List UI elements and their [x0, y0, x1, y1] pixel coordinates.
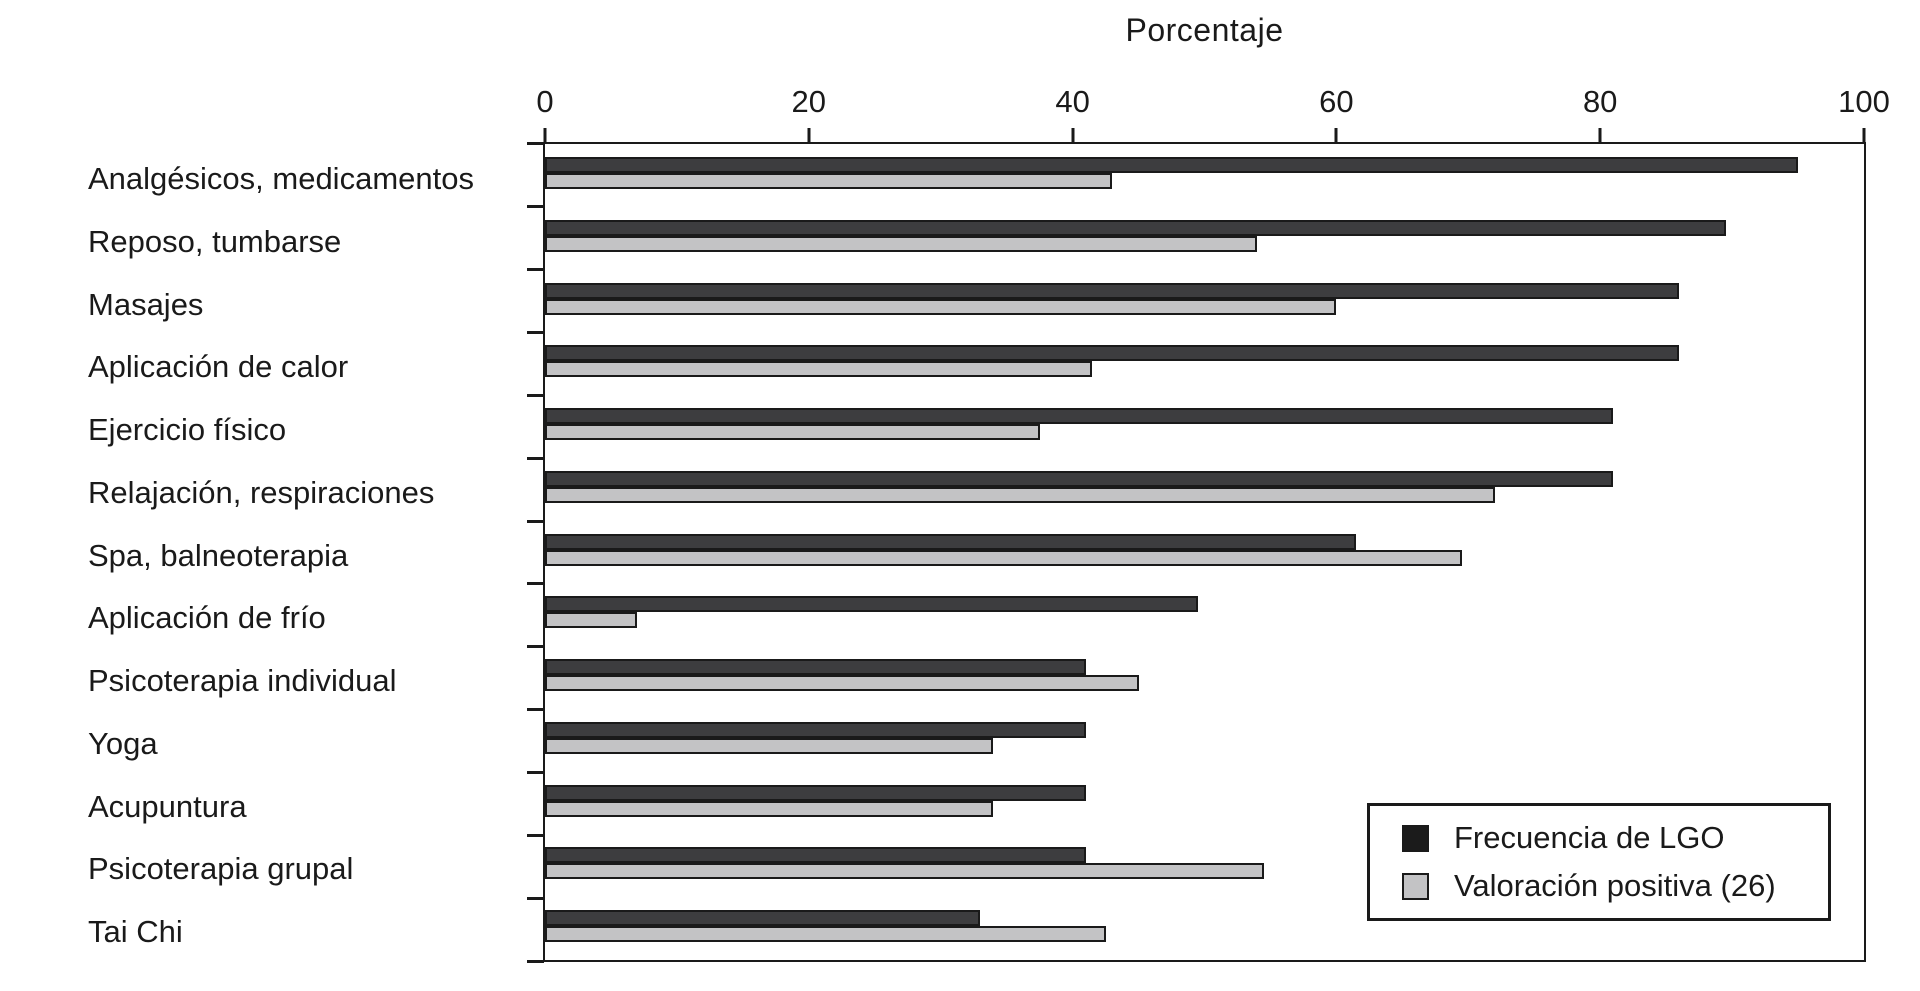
- bar-valoracio-n-positiva-26-psicoterapia-grupal: [545, 863, 1264, 880]
- x-tick-mark-icon: [543, 128, 547, 142]
- x-tick-mark-icon: [1862, 128, 1866, 142]
- bar-frecuencia-de-lgo-spa-balneoterapia: [545, 533, 1357, 550]
- category-label-analge-sicos-medicamentos: Analgésicos, medicamentos: [88, 161, 474, 196]
- bar-frecuencia-de-lgo-ejercicio-fi-sico: [545, 408, 1614, 425]
- bar-valoracio-n-positiva-26-acupuntura: [545, 800, 994, 817]
- bar-frecuencia-de-lgo-reposo-tumbarse: [545, 219, 1726, 236]
- bar-valoracio-n-positiva-26-yoga: [545, 737, 994, 754]
- y-tick-mark-icon: [527, 142, 544, 145]
- bar-valoracio-n-positiva-26-analge-sicos-medicamentos: [545, 173, 1113, 189]
- y-tick-mark-icon: [527, 330, 544, 334]
- bar-frecuencia-de-lgo-yoga: [545, 721, 1086, 738]
- bar-valoracio-n-positiva-26-masajes: [545, 298, 1337, 315]
- bar-frecuencia-de-lgo-aplicacio-n-de-fri-o: [545, 596, 1198, 613]
- x-tick-mark-icon: [1071, 128, 1075, 142]
- category-label-masajes: Masajes: [88, 286, 204, 322]
- bar-valoracio-n-positiva-26-spa-balneoterapia: [545, 549, 1462, 566]
- bar-frecuencia-de-lgo-analge-sicos-medicamentos: [545, 157, 1799, 173]
- x-tick-label: 40: [1055, 84, 1090, 119]
- legend-swatch-valoracion-icon: [1402, 872, 1429, 900]
- category-label-ejercicio-fi-sico: Ejercicio físico: [88, 412, 287, 448]
- legend-label-frecuencia: Frecuencia de LGO: [1454, 820, 1725, 855]
- y-tick-mark-icon: [527, 960, 544, 963]
- legend: Frecuencia de LGO Valoración positiva (2…: [1367, 803, 1831, 921]
- bar-frecuencia-de-lgo-tai-chi: [545, 910, 981, 927]
- legend-label-valoracion: Valoración positiva (26): [1454, 868, 1776, 903]
- category-label-relajacio-n-respiraciones: Relajación, respiraciones: [88, 474, 435, 510]
- y-tick-mark-icon: [527, 267, 544, 271]
- bar-frecuencia-de-lgo-aplicacio-n-de-calor: [545, 345, 1680, 362]
- category-label-psicoterapia-individual: Psicoterapia individual: [88, 663, 397, 699]
- y-tick-mark-icon: [527, 771, 544, 775]
- bar-frecuencia-de-lgo-relajacio-n-respiraciones: [545, 470, 1614, 487]
- category-label-aplicacio-n-de-calor: Aplicación de calor: [88, 349, 349, 385]
- bar-valoracio-n-positiva-26-ejercicio-fi-sico: [545, 424, 1040, 441]
- category-label-yoga: Yoga: [88, 725, 158, 761]
- x-tick-mark-icon: [1598, 128, 1602, 142]
- category-label-tai-chi: Tai Chi: [88, 914, 183, 950]
- y-tick-mark-icon: [527, 204, 544, 208]
- y-tick-mark-icon: [527, 393, 544, 397]
- bar-valoracio-n-positiva-26-psicoterapia-individual: [545, 675, 1139, 692]
- category-label-psicoterapia-grupal: Psicoterapia grupal: [88, 851, 354, 887]
- y-tick-mark-icon: [527, 582, 544, 586]
- legend-entry-valoracion: Valoración positiva (26): [1402, 868, 1828, 904]
- x-tick-mark-icon: [1334, 128, 1338, 142]
- x-tick-mark-icon: [807, 128, 811, 142]
- category-label-acupuntura: Acupuntura: [88, 788, 247, 824]
- bar-frecuencia-de-lgo-psicoterapia-individual: [545, 659, 1086, 676]
- y-tick-mark-icon: [527, 708, 544, 712]
- category-label-aplicacio-n-de-fri-o: Aplicación de frío: [88, 600, 326, 636]
- category-label-spa-balneoterapia: Spa, balneoterapia: [88, 537, 349, 573]
- legend-entry-frecuencia: Frecuencia de LGO: [1402, 820, 1828, 856]
- chart-title: Porcentaje: [1125, 12, 1284, 48]
- y-tick-mark-icon: [527, 897, 544, 901]
- bar-frecuencia-de-lgo-acupuntura: [545, 784, 1086, 801]
- x-tick-label: 20: [791, 84, 827, 119]
- bar-valoracio-n-positiva-26-aplicacio-n-de-fri-o: [545, 612, 638, 629]
- y-tick-mark-icon: [527, 519, 544, 523]
- bar-valoracio-n-positiva-26-aplicacio-n-de-calor: [545, 361, 1093, 378]
- bar-frecuencia-de-lgo-masajes: [545, 282, 1680, 299]
- bar-frecuencia-de-lgo-psicoterapia-grupal: [545, 847, 1086, 864]
- y-tick-mark-icon: [527, 456, 544, 460]
- y-tick-mark-icon: [527, 834, 544, 838]
- x-tick-label: 100: [1838, 84, 1890, 119]
- bar-valoracio-n-positiva-26-relajacio-n-respiraciones: [545, 486, 1495, 503]
- x-tick-label: 80: [1582, 84, 1618, 119]
- x-tick-label: 60: [1319, 84, 1354, 119]
- category-label-reposo-tumbarse: Reposo, tumbarse: [88, 223, 342, 259]
- x-tick-label: 0: [536, 84, 554, 119]
- bar-valoracio-n-positiva-26-tai-chi: [545, 926, 1106, 943]
- y-tick-mark-icon: [527, 645, 544, 649]
- bar-valoracio-n-positiva-26-reposo-tumbarse: [545, 235, 1258, 252]
- legend-swatch-frecuencia-icon: [1402, 824, 1429, 852]
